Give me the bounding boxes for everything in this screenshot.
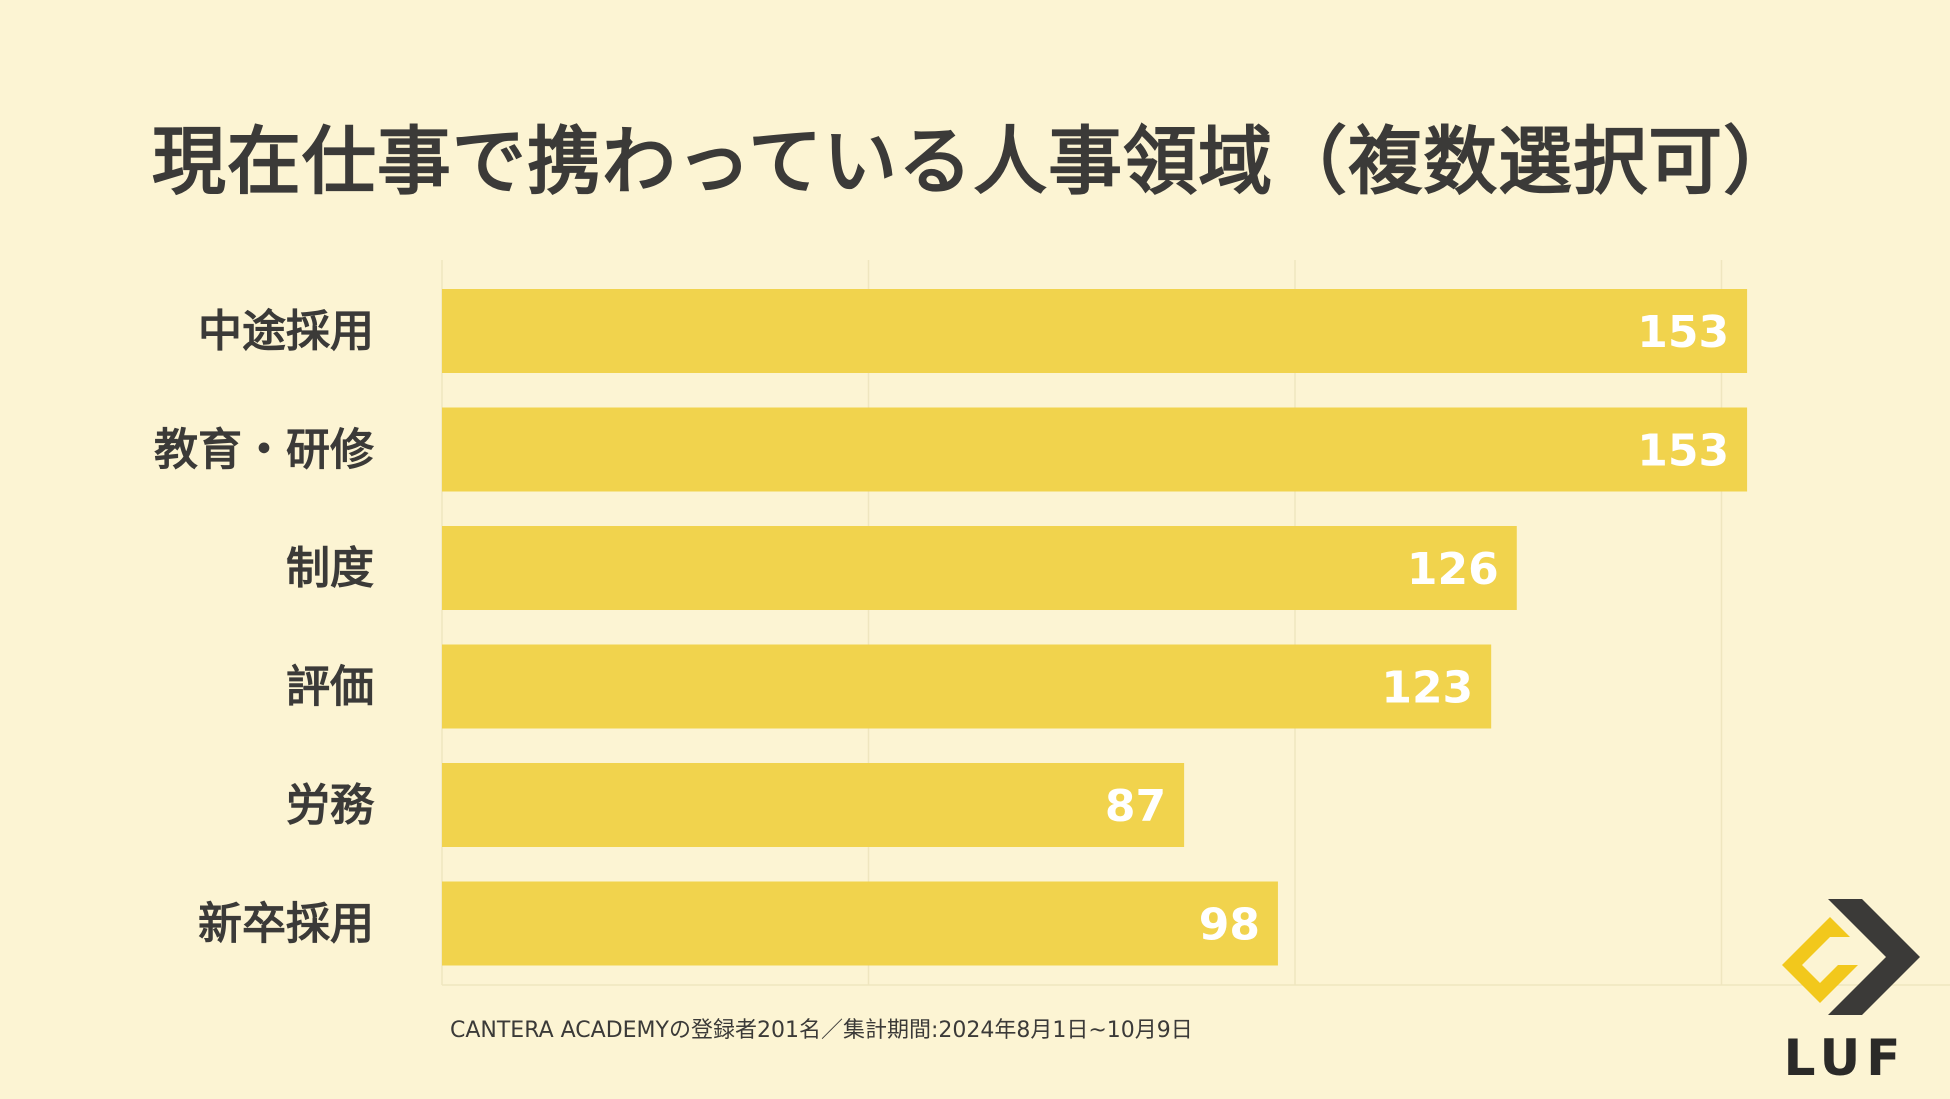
data-source-note: CANTERA ACADEMYの登録者201名／集計期間:2024年8月1日~1… xyxy=(450,1018,1193,1043)
bar-1 xyxy=(442,407,1748,492)
category-label: 評価 xyxy=(286,662,374,713)
value-label: 153 xyxy=(1637,307,1729,358)
bars xyxy=(442,289,1748,966)
category-label: 中途採用 xyxy=(198,306,374,357)
value-labels: 153 153 126 123 87 98 xyxy=(1105,307,1729,951)
value-label: 126 xyxy=(1407,544,1499,595)
bar-3 xyxy=(442,644,1492,729)
luf-logo: LUF xyxy=(1770,895,1920,1087)
category-label: 教育・研修 xyxy=(154,425,375,476)
bar-5 xyxy=(442,881,1278,966)
logo-text: LUF xyxy=(1783,1029,1907,1087)
chart-title: 現在仕事で携わっている人事領域（複数選択可） xyxy=(151,119,1799,205)
category-label: 新卒採用 xyxy=(198,899,374,950)
bar-4 xyxy=(442,763,1185,847)
luf-chevron-logo-icon xyxy=(1782,899,1920,1015)
value-label: 98 xyxy=(1199,900,1260,951)
value-label: 123 xyxy=(1381,663,1473,714)
value-label: 87 xyxy=(1105,781,1166,832)
value-label: 153 xyxy=(1637,426,1729,477)
bar-2 xyxy=(442,526,1517,610)
category-label: 労務 xyxy=(286,780,375,831)
bar-0 xyxy=(442,289,1748,373)
category-label: 制度 xyxy=(286,543,374,594)
